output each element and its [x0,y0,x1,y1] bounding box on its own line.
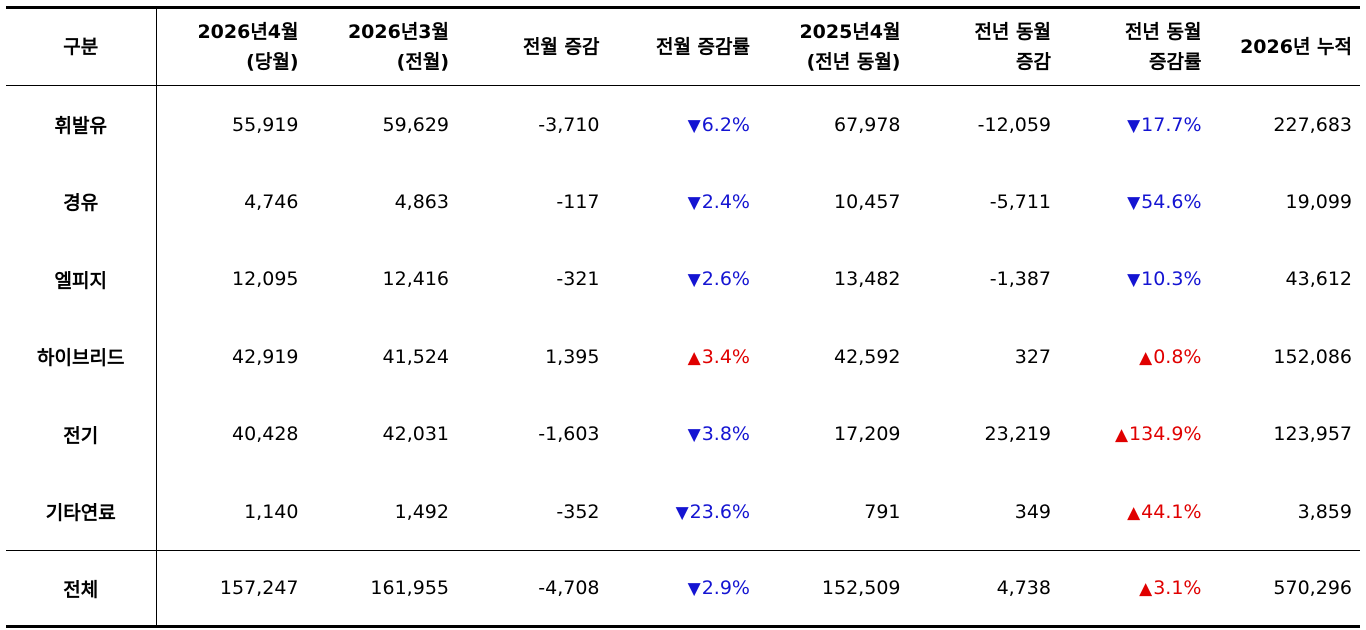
header-mom-rate: 전월 증감률 [607,6,758,86]
cell-yoy-diff: -12,059 [977,113,1051,136]
cell-mom-rate: ▼2.6% [687,268,750,291]
cell-ytd: 227,683 [1273,113,1352,136]
table-row: 하이브리드 42,919 41,524 1,395 ▲3.4% 42,592 3… [6,318,1360,396]
cell-mom-diff: -4,708 [457,550,608,628]
cell-prev-month: 1,492 [394,500,449,523]
cell-mom-diff: -352 [556,500,600,523]
cell-mom-diff: -321 [556,268,600,291]
cell-current: 55,919 [232,113,299,136]
down-triangle-icon: ▼ [1127,115,1141,136]
down-triangle-icon: ▼ [687,270,701,291]
fuel-type-statistics-table: 구분 2026년4월 (당월) 2026년3월 (전월) 전월 증감 전월 증감률 … [6,6,1360,628]
up-triangle-icon: ▲ [687,347,701,368]
down-triangle-icon: ▼ [687,425,701,446]
cell-last-year: 17,209 [834,423,901,446]
row-label: 경유 [6,163,157,241]
header-previous-month: 2026년3월 (전월) [306,6,457,86]
cell-prev-month: 41,524 [382,345,449,368]
cell-last-year: 10,457 [834,190,901,213]
up-triangle-icon: ▲ [1114,425,1129,446]
cell-ytd: 3,859 [1297,500,1352,523]
cell-mom-diff: -117 [556,190,600,213]
down-triangle-icon: ▼ [687,115,701,136]
total-row: 전체 157,247 161,955 -4,708 ▼2.9% 152,509 … [6,550,1360,628]
cell-yoy-rate: ▼17.7% [1127,113,1202,136]
cell-prev-month: 42,031 [382,423,449,446]
cell-ytd: 123,957 [1273,423,1352,446]
cell-prev-month: 4,863 [394,190,449,213]
cell-last-year: 13,482 [834,268,901,291]
cell-mom-rate: ▲3.4% [687,345,750,368]
down-triangle-icon: ▼ [687,192,701,213]
header-last-year-month: 2025년4월 (전년 동월) [758,6,909,86]
cell-yoy-diff: -5,711 [989,190,1051,213]
cell-last-year: 152,509 [758,550,909,628]
down-triangle-icon: ▼ [1127,270,1141,291]
cell-prev-month: 161,955 [306,550,457,628]
cell-yoy-diff: 349 [1014,500,1051,523]
cell-current: 12,095 [232,268,299,291]
cell-yoy-rate: ▲134.9% [1114,423,1202,446]
cell-ytd: 19,099 [1285,190,1352,213]
cell-yoy-diff: 327 [1014,345,1051,368]
cell-prev-month: 59,629 [382,113,449,136]
cell-yoy-rate: ▼54.6% [1127,190,1202,213]
cell-ytd: 43,612 [1285,268,1352,291]
cell-current: 1,140 [244,500,299,523]
cell-last-year: 42,592 [834,345,901,368]
cell-mom-rate: ▼2.9% [607,550,758,628]
cell-ytd: 152,086 [1273,345,1352,368]
row-label: 전체 [6,550,157,628]
cell-current: 40,428 [232,423,299,446]
header-yoy-change: 전년 동월 증감 [908,6,1059,86]
cell-mom-diff: 1,395 [545,345,600,368]
cell-mom-diff: -1,603 [538,423,600,446]
cell-current: 42,919 [232,345,299,368]
row-label: 휘발유 [6,85,157,163]
header-yoy-rate: 전년 동월 증감률 [1059,6,1210,86]
cell-yoy-rate: ▼10.3% [1127,268,1202,291]
table-row: 기타연료 1,140 1,492 -352 ▼23.6% 791 349 ▲44… [6,473,1360,551]
cell-mom-rate: ▼6.2% [687,113,750,136]
down-triangle-icon: ▼ [687,579,701,599]
cell-yoy-diff: -1,387 [989,268,1051,291]
cell-prev-month: 12,416 [382,268,449,291]
table-row: 엘피지 12,095 12,416 -321 ▼2.6% 13,482 -1,3… [6,240,1360,318]
cell-current: 4,746 [244,190,299,213]
header-ytd: 2026년 누적 [1209,6,1360,86]
row-label: 기타연료 [6,473,157,551]
up-triangle-icon: ▲ [1127,502,1141,523]
cell-yoy-diff: 23,219 [984,423,1051,446]
table-row: 경유 4,746 4,863 -117 ▼2.4% 10,457 -5,711 … [6,163,1360,241]
cell-yoy-rate: ▲0.8% [1139,345,1202,368]
up-triangle-icon: ▲ [1139,579,1153,599]
row-label: 하이브리드 [6,318,157,396]
cell-last-year: 67,978 [834,113,901,136]
table-row: 전기 40,428 42,031 -1,603 ▼3.8% 17,209 23,… [6,395,1360,473]
cell-current: 157,247 [156,550,307,628]
cell-last-year: 791 [864,500,901,523]
header-category: 구분 [6,6,157,86]
table-row: 휘발유 55,919 59,629 -3,710 ▼6.2% 67,978 -1… [6,85,1360,163]
cell-yoy-diff: 4,738 [908,550,1059,628]
cell-mom-diff: -3,710 [538,113,600,136]
header-mom-change: 전월 증감 [457,6,608,86]
down-triangle-icon: ▼ [1127,192,1141,213]
cell-mom-rate: ▼2.4% [687,190,750,213]
up-triangle-icon: ▲ [1139,347,1153,368]
row-label: 전기 [6,395,157,473]
down-triangle-icon: ▼ [675,502,689,523]
header-current-month: 2026년4월 (당월) [156,6,307,86]
cell-ytd: 570,296 [1209,550,1360,628]
cell-mom-rate: ▼23.6% [675,500,750,523]
cell-yoy-rate: ▲44.1% [1127,500,1202,523]
cell-mom-rate: ▼3.8% [687,423,750,446]
header-row: 구분 2026년4월 (당월) 2026년3월 (전월) 전월 증감 전월 증감률 … [6,6,1360,86]
row-label: 엘피지 [6,240,157,318]
cell-yoy-rate: ▲3.1% [1059,550,1210,628]
